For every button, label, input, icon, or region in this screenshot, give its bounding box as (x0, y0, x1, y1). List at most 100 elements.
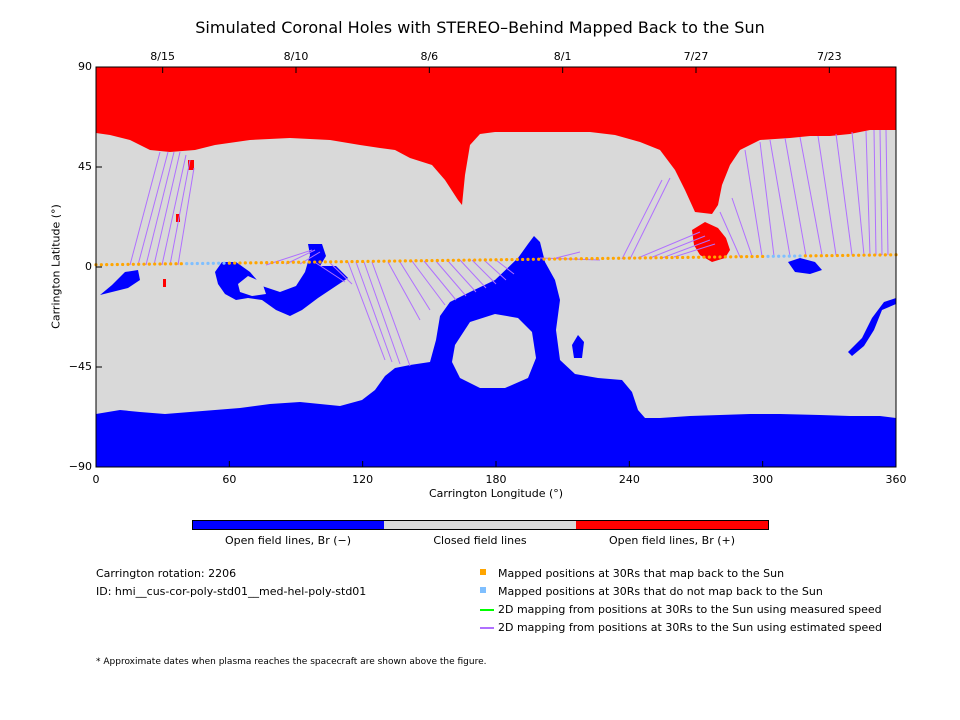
mapped-position-dot (238, 261, 242, 265)
mapped-position-dot (307, 260, 311, 264)
mapped-position-dot (830, 253, 834, 258)
mapped-position-dot (670, 255, 674, 260)
mapped-position-dot (718, 255, 722, 259)
mapped-position-dot (243, 261, 247, 265)
mapped-position-dot (793, 254, 797, 258)
mapped-position-dot (707, 255, 711, 259)
mapped-position-dot (889, 253, 893, 257)
mapped-position-dot (281, 260, 285, 265)
x-tick-label: 180 (485, 473, 507, 486)
mapped-position-dot (153, 262, 157, 266)
mapped-position-dot (702, 255, 706, 259)
x-tick-label: 0 (92, 473, 100, 486)
negative-patch-south-mid (572, 335, 584, 358)
mapped-position-dot (430, 258, 434, 263)
mapped-position-dot (697, 255, 701, 259)
mapped-position-dot (318, 260, 322, 264)
mapped-position-dot (819, 254, 823, 258)
date-tick-label: 8/1 (553, 50, 572, 63)
mapped-position-dot (809, 254, 813, 258)
mapped-position-dot (158, 262, 162, 266)
mapped-position-dot (585, 257, 589, 261)
y-tick-label: 0 (85, 260, 92, 273)
mapped-position-dot (563, 257, 567, 261)
footnote: * Approximate dates when plasma reaches … (96, 657, 487, 667)
mapped-position-dot (681, 255, 685, 260)
mapped-position-dot (862, 253, 866, 257)
mapped-position-dot (627, 256, 631, 260)
mapped-position-dot (622, 256, 626, 260)
mapped-position-dot (867, 253, 871, 257)
x-tick-label: 120 (352, 473, 374, 486)
mapped-position-dot (435, 258, 439, 263)
mapped-position-dot (761, 254, 765, 259)
colorbar-positive (576, 520, 769, 530)
mapped-position-dot (131, 262, 135, 266)
mapped-position-dot (851, 253, 855, 257)
mapped-position-dot (126, 262, 130, 266)
date-tick-label: 8/10 (283, 50, 309, 63)
mapped-position-dot (425, 259, 429, 263)
mapped-position-dot (339, 260, 343, 264)
north-polar-coronal-hole (96, 67, 896, 214)
mapped-position-dot (595, 256, 599, 261)
mapped-position-dot (857, 253, 861, 257)
x-tick-label: 240 (618, 473, 640, 486)
mapped-position-dot (483, 258, 487, 262)
mapped-position-dot (302, 260, 306, 264)
mapped-position-dot (286, 260, 290, 264)
mapped-position-dot (734, 255, 738, 259)
mapped-position-dot (179, 262, 183, 266)
mapped-position-dot (489, 258, 493, 262)
lightblue-square-icon (480, 587, 486, 593)
mapped-position-dot (185, 262, 189, 266)
colorbar-closed (384, 520, 576, 530)
mapped-position-dot (334, 260, 338, 264)
mapped-position-dot (217, 261, 221, 265)
mapped-position-dot (803, 254, 807, 258)
mapped-position-dot (195, 261, 199, 266)
mapped-position-dot (201, 261, 205, 266)
mapped-position-dot (366, 259, 370, 263)
mapped-position-dot (398, 259, 402, 263)
mapped-position-dot (659, 256, 663, 260)
mapped-position-dot (771, 254, 775, 258)
colorbar-label-negative: Open field lines, Br (−) (224, 534, 352, 547)
mapped-position-dot (174, 262, 178, 266)
mapped-position-dot (878, 253, 882, 257)
mapped-position-dot (510, 257, 514, 262)
mapped-position-dot (499, 258, 503, 262)
mapped-position-dot (649, 256, 653, 260)
x-tick-label: 60 (222, 473, 237, 486)
mapped-position-dot (99, 263, 103, 267)
colorbar-label-positive: Open field lines, Br (+) (608, 534, 736, 547)
mapped-position-dot (350, 259, 354, 264)
mapped-position-dot (222, 261, 226, 265)
mapped-position-dot (121, 262, 125, 267)
closed-island-60 (238, 276, 266, 296)
x-tick-label: 360 (885, 473, 907, 486)
mapped-position-dot (169, 262, 173, 266)
mapped-position-dot (371, 259, 375, 263)
mapped-position-dot (526, 257, 530, 261)
mapped-position-dot (521, 257, 525, 262)
mapped-position-dot (142, 262, 146, 266)
mapped-position-dot (787, 254, 791, 258)
mapped-position-dot (579, 257, 583, 261)
mapped-position-dot (574, 257, 578, 261)
mapped-position-dot (558, 257, 562, 261)
mapped-position-dot (542, 257, 546, 261)
mapped-position-dot (883, 253, 887, 257)
positive-patch-mid (692, 222, 730, 262)
date-tick-label: 7/23 (816, 50, 842, 63)
mapped-position-dot (814, 254, 818, 258)
mapped-position-dot (329, 260, 333, 264)
mapped-position-dot (835, 253, 839, 258)
mapped-position-dot (387, 259, 391, 263)
estimated-speed-mapping-lines (129, 129, 889, 367)
negative-patch-east (848, 298, 896, 356)
mapped-position-dot (265, 261, 269, 265)
mapped-position-dot (638, 256, 642, 260)
mapped-position-dot (729, 255, 733, 259)
mapped-position-dot (606, 256, 610, 260)
